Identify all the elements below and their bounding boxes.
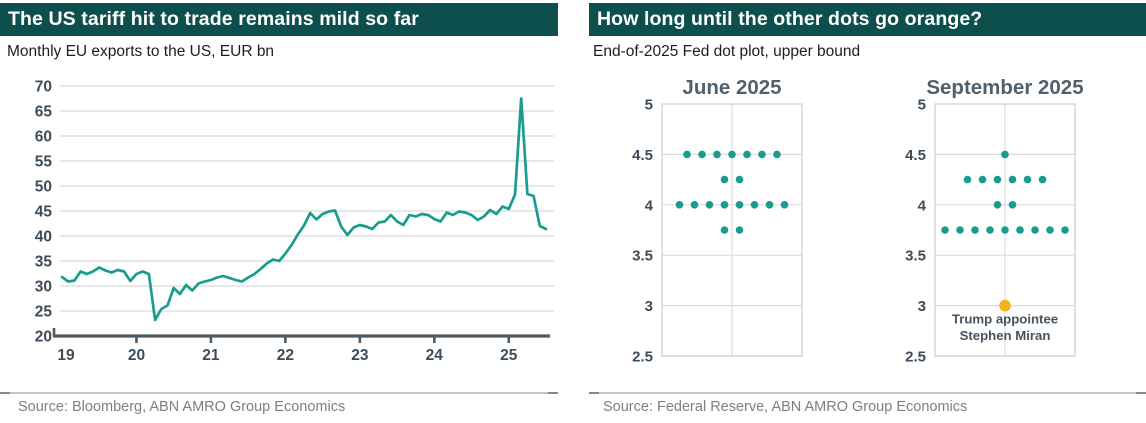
x-axis-tick-label: 25 xyxy=(500,347,518,364)
fed-dot xyxy=(993,175,1002,184)
fed-dot xyxy=(720,201,729,209)
y-axis-tick-label: 55 xyxy=(35,154,53,171)
left-panel-title-band: The US tariff hit to trade remains mild … xyxy=(0,3,558,36)
dot-plot-title: June 2025 xyxy=(682,76,781,99)
y-axis-tick-label: 25 xyxy=(35,304,53,321)
right-panel-title-band: How long until the other dots go orange? xyxy=(589,3,1146,36)
fed-dot xyxy=(735,226,744,234)
y-axis-tick-label: 30 xyxy=(35,279,52,296)
fed-dot xyxy=(780,201,789,209)
right-panel-subtitle: End-of-2025 Fed dot plot, upper bound xyxy=(593,43,861,60)
fed-dot xyxy=(978,175,987,184)
miran-annotation-line: Trump appointee xyxy=(952,312,1058,327)
plot-border xyxy=(934,103,1076,357)
fed-dot xyxy=(963,175,972,184)
y-axis-tick-label: 40 xyxy=(35,229,52,246)
y-axis-tick-label: 65 xyxy=(35,104,53,121)
y-axis-tick-label: 45 xyxy=(35,204,53,221)
y-axis-tick-label: 2.5 xyxy=(632,349,653,366)
eu-exports-line-chart: 20 25 30 35 40 45 50 55 60 65 70 19 20 21 22 23 24 25 xyxy=(35,79,554,364)
fed-dot xyxy=(720,226,729,234)
y-axis-tick-label: 3.5 xyxy=(905,248,926,265)
fed-dot xyxy=(743,150,751,159)
fed-dot xyxy=(735,201,744,209)
left-panel-title: The US tariff hit to trade remains mild … xyxy=(8,8,419,30)
x-axis-tick-label: 19 xyxy=(57,347,75,364)
plot-border xyxy=(661,103,803,357)
fed-dot xyxy=(1001,150,1009,159)
fed-dot xyxy=(728,150,736,159)
left-panel-subtitle: Monthly EU exports to the US, EUR bn xyxy=(7,43,275,60)
fed-dot xyxy=(765,201,774,209)
y-axis-tick-label: 3 xyxy=(918,298,926,315)
x-axis-tick-label: 24 xyxy=(426,347,444,364)
x-axis-tick-label: 22 xyxy=(277,347,294,364)
fed-dot xyxy=(683,150,691,159)
fed-dot-plot-september-2025: September 2025 2.5 3 3.5 4 4.5 5 Trump appointe… xyxy=(905,76,1083,366)
x-axis-tick-label: 20 xyxy=(128,347,145,364)
fed-dot xyxy=(986,226,994,234)
right-source-text: Source: Federal Reserve, ABN AMRO Group … xyxy=(603,399,968,415)
y-axis-tick-label: 3 xyxy=(645,298,653,315)
miran-orange-dot xyxy=(999,299,1011,312)
x-axis-tick-label: 23 xyxy=(351,347,369,364)
y-axis-tick-label: 5 xyxy=(918,97,926,114)
fed-dot xyxy=(956,226,964,234)
fed-dot xyxy=(1001,226,1009,234)
y-axis-tick-label: 4.5 xyxy=(905,147,926,164)
fed-dot xyxy=(1008,201,1017,209)
fed-dot xyxy=(1061,226,1069,234)
y-axis-tick-label: 20 xyxy=(35,329,52,346)
fed-dot xyxy=(1008,175,1017,184)
fed-dot xyxy=(1031,226,1039,234)
y-axis-tick-label: 5 xyxy=(645,97,653,114)
y-axis-tick-label: 3.5 xyxy=(632,248,653,265)
right-panel-title: How long until the other dots go orange? xyxy=(597,8,983,30)
left-source-divider xyxy=(0,392,558,394)
fed-dot xyxy=(1023,175,1032,184)
fed-dot xyxy=(1046,226,1054,234)
fed-dot xyxy=(675,201,684,209)
y-axis-tick-label: 50 xyxy=(35,179,52,196)
fed-dot xyxy=(993,201,1002,209)
fed-dot xyxy=(705,201,714,209)
miran-annotation-line: Stephen Miran xyxy=(960,328,1051,343)
eu-exports-series-line xyxy=(60,97,548,322)
left-source-text: Source: Bloomberg, ABN AMRO Group Econom… xyxy=(18,399,346,415)
fed-dot xyxy=(720,175,729,184)
fed-dot xyxy=(690,201,699,209)
fed-dot xyxy=(1016,226,1024,234)
y-axis-tick-label: 35 xyxy=(35,254,53,271)
y-axis-tick-label: 4 xyxy=(645,197,654,214)
right-source-divider xyxy=(589,392,1146,394)
fed-dot xyxy=(713,150,721,159)
y-axis-tick-label: 2.5 xyxy=(905,349,926,366)
y-axis-tick-label: 4 xyxy=(918,197,927,214)
fed-dot xyxy=(735,175,744,184)
y-axis-tick-label: 60 xyxy=(35,129,52,146)
fed-dot xyxy=(758,150,766,159)
fed-dot xyxy=(773,150,781,159)
fed-dot xyxy=(698,150,706,159)
fed-dot xyxy=(941,226,949,234)
y-axis-tick-label: 4.5 xyxy=(632,147,653,164)
y-axis-tick-label: 70 xyxy=(35,79,52,96)
dot-plot-title: September 2025 xyxy=(926,76,1083,99)
fed-dot-plot-june-2025: June 2025 2.5 3 3.5 4 4.5 5 xyxy=(632,76,803,366)
x-axis-tick-label: 21 xyxy=(202,347,220,364)
fed-dot xyxy=(750,201,759,209)
fed-dot xyxy=(971,226,979,234)
fed-dot xyxy=(1038,175,1047,184)
